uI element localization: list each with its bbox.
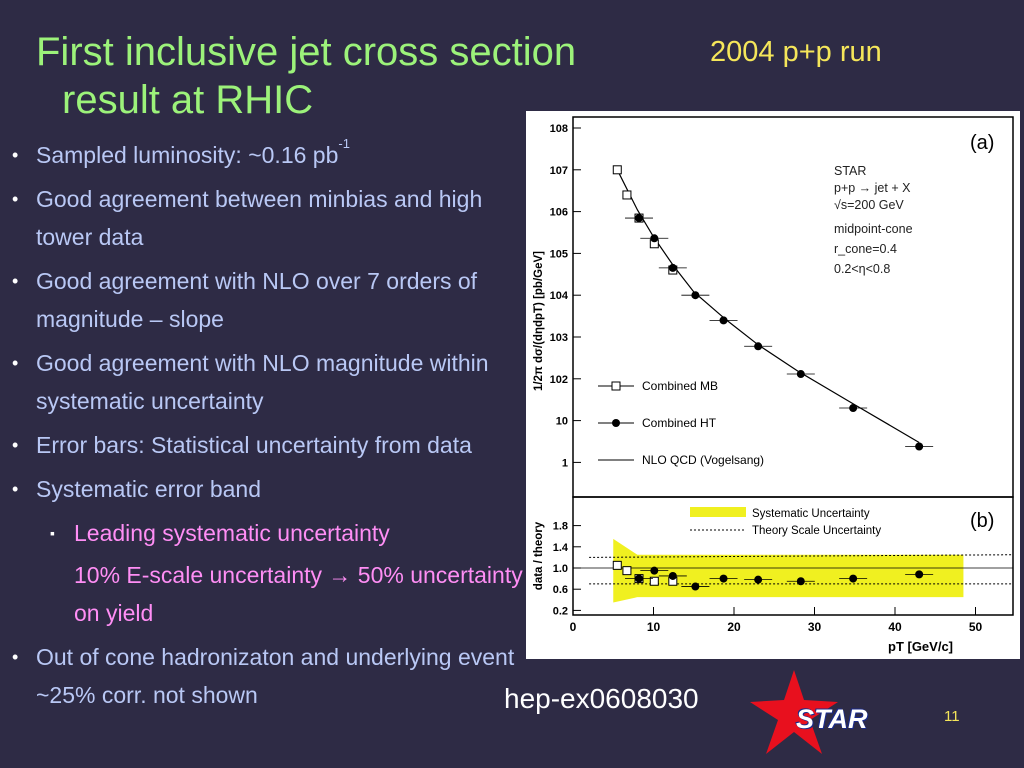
x-tick-label: 20 [727,620,741,634]
data-point-ht [915,442,924,451]
data-point-mb [622,566,632,576]
x-tick-label: 50 [969,620,983,634]
legend-b: Systematic Uncertainty Theory Scale Unce… [690,507,881,537]
legend-systematic-swatch [690,507,746,517]
info-line: STAR [834,164,866,178]
data-point-mb [649,576,659,586]
data-point-ht [650,234,659,243]
info-line: p+p → jet + X [834,181,911,195]
y-tick-label-a: 104 [550,290,569,302]
x-tick-label: 0 [570,620,577,634]
data-point-ht [849,574,858,583]
data-point-ht [691,582,700,591]
data-point-ht [849,404,858,413]
data-point-ht [796,370,805,379]
y-tick-label-a: 107 [550,165,568,177]
bullet-systematic-band: Systematic error band [10,470,525,508]
panel-a-label: (a) [970,132,994,154]
data-point-ht [635,574,644,583]
data-point-ht [668,263,677,272]
data-point-ht [754,575,763,584]
panel-a-frame [572,116,1014,498]
title-line-2: result at RHIC [62,78,314,122]
figure-svg: (a) (b) STAR p+p → jet + X √s=200 GeV mi… [533,116,1014,654]
data-point-ht [796,577,805,586]
data-point-ht [691,291,700,300]
page-number: 11 [944,708,960,725]
data-point-ht [719,316,728,325]
legend-mb-label: Combined MB [642,379,718,393]
data-point-ht [915,570,924,579]
y-axis-label-b: data / theory [533,521,545,590]
sub-bullet-leading-systematic: Leading systematic uncertainty [10,514,525,552]
y-tick-label-b: 1.0 [553,563,568,575]
legend-nlo-label: NLO QCD (Vogelsang) [642,453,764,467]
x-tick-label: 30 [808,620,822,634]
sub-text-escale: 10% E-scale uncertainty → 50% uncertaint… [74,562,523,626]
legend-theory-label: Theory Scale Uncertainty [752,525,881,537]
x-axis-label: pT [GeV/c] [888,639,953,654]
cross-section-figure: (a) (b) STAR p+p → jet + X √s=200 GeV mi… [526,111,1020,659]
y-tick-label-b: 1.4 [553,542,569,554]
legend-systematic-label: Systematic Uncertainty [752,508,870,520]
legend-ht-marker [612,419,620,427]
y-tick-label-b: 0.6 [553,584,568,596]
theory-scale-upper [589,554,1014,558]
y-tick-label-a: 106 [550,207,568,219]
data-point-ht [668,571,677,580]
data-point-ht [635,214,644,223]
star-logo-icon [750,670,838,754]
star-logo-text: STAR [796,704,868,734]
info-line: midpoint-cone [834,222,913,236]
y-axis-label-a: 1/2π dσ/(dηdpT) [pb/GeV] [533,251,545,391]
data-point-mb [612,560,622,570]
bullet-luminosity: Sampled luminosity: ~0.16 pb-1 [10,136,525,174]
data-point-mb [622,190,632,200]
data-point-ht [719,574,728,583]
run-label: 2004 p+p run [710,36,882,68]
y-tick-label-a: 10 [556,416,568,428]
nlo-curve [616,169,920,443]
info-line: 0.2<η<0.8 [834,262,890,276]
y-tick-label-a: 103 [550,332,568,344]
y-tick-label-a: 108 [550,123,568,135]
x-tick-label: 10 [647,620,661,634]
legend-ht-label: Combined HT [642,416,717,430]
bullet-nlo-slope: Good agreement with NLO over 7 orders of… [10,262,525,338]
slide-title: First inclusive jet cross section result… [36,28,676,124]
bullet-error-bars: Error bars: Statistical uncertainty from… [10,426,525,464]
bullet-minbias: Good agreement between minbias and high … [10,180,525,256]
y-tick-label-b: 1.8 [553,521,568,533]
data-point-mb [612,165,622,175]
panel-b-frame [572,496,1014,616]
y-tick-label-a: 1 [562,457,568,469]
panel-b-label: (b) [970,510,994,532]
info-line: √s=200 GeV [834,198,904,212]
bullet-list: Sampled luminosity: ~0.16 pb-1 Good agre… [10,136,525,720]
bullet-out-of-cone: Out of cone hadronizaton and underlying … [10,638,525,714]
data-point-ht [650,566,659,575]
legend-a: Combined MB Combined HT NLO QCD (Vogelsa… [598,379,764,467]
info-box: STAR p+p → jet + X √s=200 GeV midpoint-c… [834,164,913,276]
y-tick-label-b: 0.2 [553,605,568,617]
x-tick-label: 40 [888,620,902,634]
y-tick-label-a: 102 [550,374,568,386]
data-point-ht [754,342,763,351]
title-line-1: First inclusive jet cross section [36,30,577,74]
y-tick-label-a: 105 [550,248,568,260]
legend-mb-marker [611,381,621,391]
bullet-nlo-magnitude: Good agreement with NLO magnitude within… [10,344,525,420]
info-line: r_cone=0.4 [834,242,897,256]
reference-label: hep-ex0608030 [504,683,699,714]
